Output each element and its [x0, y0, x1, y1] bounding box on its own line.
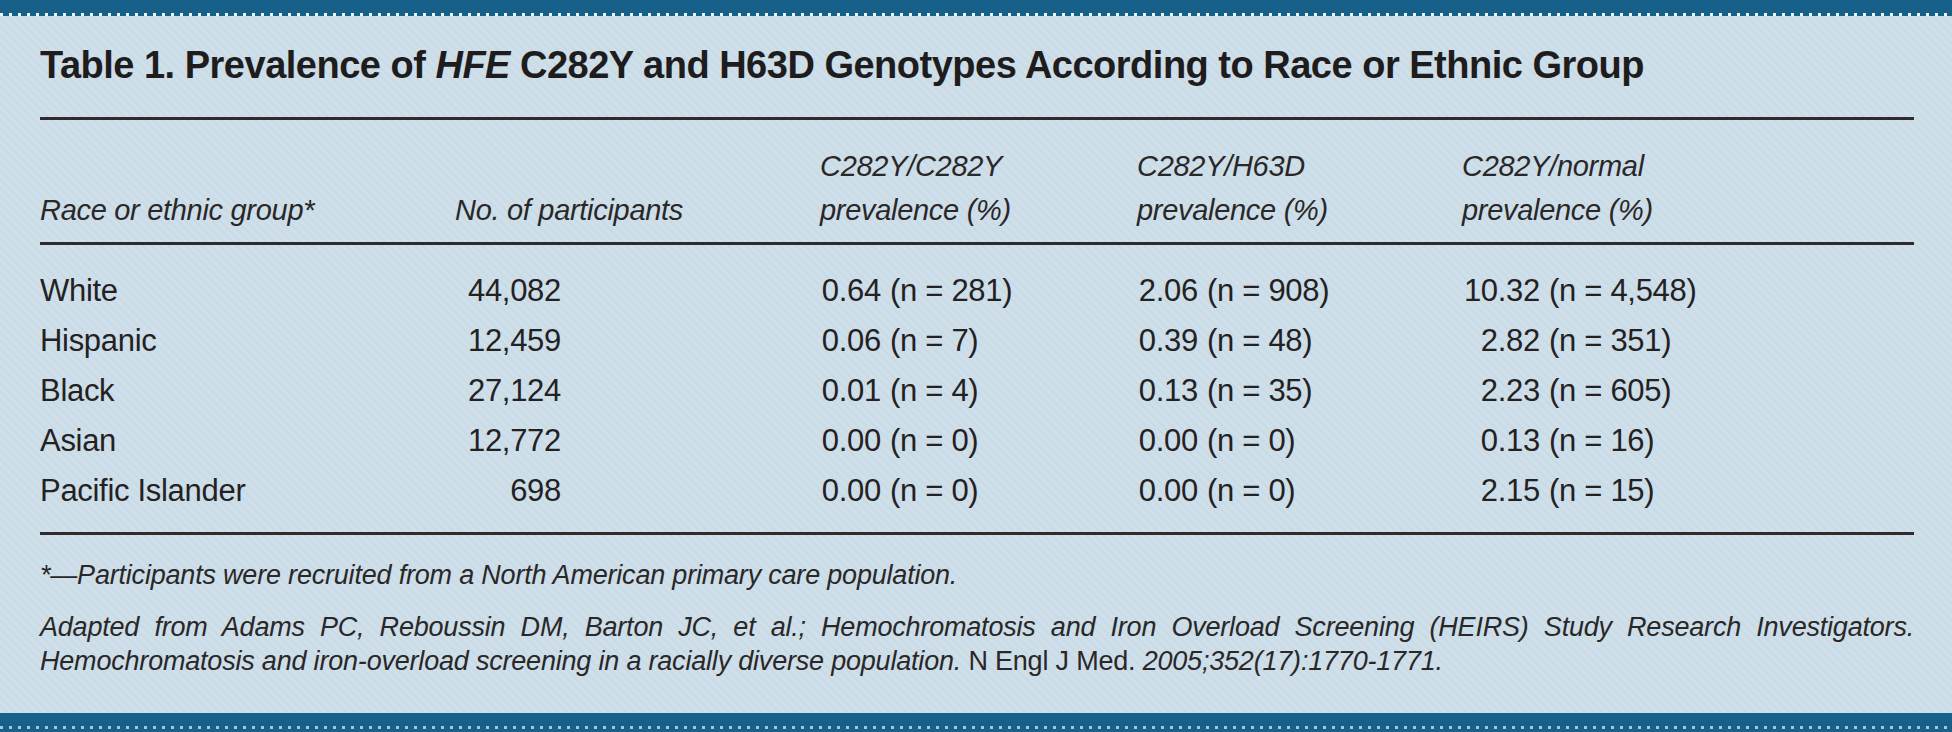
prevalence-percent: 0.00 [820, 466, 881, 516]
top-accent-bar [0, 0, 1952, 16]
prevalence-count: (n = 605) [1549, 373, 1671, 408]
prevalence-count: (n = 0) [1207, 423, 1295, 458]
prevalence-count: (n = 4,548) [1549, 273, 1697, 308]
prevalence-percent: 0.13 [1137, 366, 1198, 416]
prevalence-count: (n = 281) [890, 273, 1012, 308]
table-row: Asian 12,772 0.00 (n = 0) 0.00 (n = 0) 0.1… [0, 416, 1952, 466]
bottom-accent-bar [0, 713, 1952, 732]
cell-race-group: White [40, 266, 118, 316]
table-title-gene: HFE [435, 44, 510, 86]
cell-c282y-h63d: 0.00 (n = 0) [1137, 416, 1295, 466]
cell-participants: 12,459 [455, 316, 561, 366]
prevalence-count: (n = 15) [1549, 473, 1654, 508]
participants-value: 27,124 [468, 373, 561, 408]
table-figure-page: Table 1. Prevalence of HFE C282Y and H63… [0, 0, 1952, 732]
cell-race-group: Hispanic [40, 316, 156, 366]
top-dotted-divider [0, 13, 1952, 16]
cell-race-group: Black [40, 366, 114, 416]
column-header-race-group: Race or ethnic group* [40, 188, 314, 232]
prevalence-percent: 0.06 [820, 316, 881, 366]
prevalence-percent: 0.00 [820, 416, 881, 466]
table-row: Black 27,124 0.01 (n = 4) 0.13 (n = 35) 2.… [0, 366, 1952, 416]
participants-value: 12,459 [468, 323, 561, 358]
prevalence-count: (n = 7) [890, 323, 978, 358]
title-rule [40, 117, 1914, 120]
table-title: Table 1. Prevalence of HFE C282Y and H63… [40, 44, 1914, 87]
table-title-prefix: Table 1. Prevalence of [40, 44, 435, 86]
citation-article-title: Hemochromatosis and iron-overload screen… [40, 646, 968, 676]
cell-participants: 44,082 [455, 266, 561, 316]
column-header-c282y-h63d: C282Y/H63D prevalence (%) [1137, 144, 1328, 232]
cell-c282y-normal: 0.13 (n = 16) [1462, 416, 1654, 466]
table-row: White 44,082 0.64 (n = 281) 2.06 (n = 908)… [0, 266, 1952, 316]
cell-c282y-h63d: 0.39 (n = 48) [1137, 316, 1312, 366]
prevalence-percent: 0.00 [1137, 466, 1198, 516]
citation-line-1: Adapted from Adams PC, Reboussin DM, Bar… [40, 610, 1914, 644]
prevalence-count: (n = 16) [1549, 423, 1654, 458]
cell-c282y-c282y: 0.00 (n = 0) [820, 466, 978, 516]
bottom-rule [40, 532, 1914, 535]
prevalence-percent: 2.06 [1137, 266, 1198, 316]
cell-c282y-c282y: 0.01 (n = 4) [820, 366, 978, 416]
prevalence-count: (n = 0) [890, 473, 978, 508]
prevalence-percent: 2.82 [1462, 316, 1540, 366]
participants-value: 12,772 [468, 423, 561, 458]
prevalence-count: (n = 48) [1207, 323, 1312, 358]
prevalence-percent: 2.15 [1462, 466, 1540, 516]
prevalence-count: (n = 908) [1207, 273, 1329, 308]
cell-c282y-h63d: 2.06 (n = 908) [1137, 266, 1329, 316]
participants-value: 698 [510, 473, 561, 508]
prevalence-count: (n = 4) [890, 373, 978, 408]
prevalence-percent: 0.01 [820, 366, 881, 416]
prevalence-count: (n = 0) [1207, 473, 1295, 508]
prevalence-count: (n = 0) [890, 423, 978, 458]
participants-value: 44,082 [468, 273, 561, 308]
table-row: Hispanic 12,459 0.06 (n = 7) 0.39 (n = 48)… [0, 316, 1952, 366]
cell-c282y-c282y: 0.06 (n = 7) [820, 316, 978, 366]
cell-c282y-c282y: 0.00 (n = 0) [820, 416, 978, 466]
prevalence-count: (n = 351) [1549, 323, 1671, 358]
cell-c282y-h63d: 0.13 (n = 35) [1137, 366, 1312, 416]
footnote-citation: Adapted from Adams PC, Reboussin DM, Bar… [40, 610, 1914, 678]
cell-c282y-h63d: 0.00 (n = 0) [1137, 466, 1295, 516]
cell-race-group: Pacific Islander [40, 466, 245, 516]
cell-c282y-normal: 2.82 (n = 351) [1462, 316, 1671, 366]
cell-participants: 12,772 [455, 416, 561, 466]
table-row: Pacific Islander 698 0.00 (n = 0) 0.00 (n … [0, 466, 1952, 516]
cell-c282y-normal: 2.15 (n = 15) [1462, 466, 1654, 516]
bottom-dotted-divider [0, 726, 1952, 729]
citation-journal-name: N Engl J Med. [968, 646, 1142, 676]
prevalence-percent: 0.13 [1462, 416, 1540, 466]
cell-c282y-c282y: 0.64 (n = 281) [820, 266, 1012, 316]
cell-c282y-normal: 10.32 (n = 4,548) [1462, 266, 1697, 316]
prevalence-percent: 0.39 [1137, 316, 1198, 366]
prevalence-count: (n = 35) [1207, 373, 1312, 408]
prevalence-percent: 0.00 [1137, 416, 1198, 466]
table-title-suffix: C282Y and H63D Genotypes According to Ra… [510, 44, 1644, 86]
header-rule [40, 242, 1914, 245]
prevalence-percent: 10.32 [1462, 266, 1540, 316]
citation-line-2: Hemochromatosis and iron-overload screen… [40, 644, 1914, 678]
citation-volume-pages: 2005;352(17):1770-1771. [1143, 646, 1443, 676]
cell-participants: 27,124 [455, 366, 561, 416]
prevalence-percent: 2.23 [1462, 366, 1540, 416]
cell-participants: 698 [455, 466, 561, 516]
cell-race-group: Asian [40, 416, 116, 466]
column-header-c282y-normal: C282Y/normal prevalence (%) [1462, 144, 1653, 232]
column-header-participants: No. of participants [455, 188, 683, 232]
cell-c282y-normal: 2.23 (n = 605) [1462, 366, 1671, 416]
footnote-asterisk: *—Participants were recruited from a Nor… [40, 558, 1914, 592]
prevalence-percent: 0.64 [820, 266, 881, 316]
table-header-row: Race or ethnic group* No. of participant… [0, 140, 1952, 232]
column-header-c282y-c282y: C282Y/C282Y prevalence (%) [820, 144, 1011, 232]
